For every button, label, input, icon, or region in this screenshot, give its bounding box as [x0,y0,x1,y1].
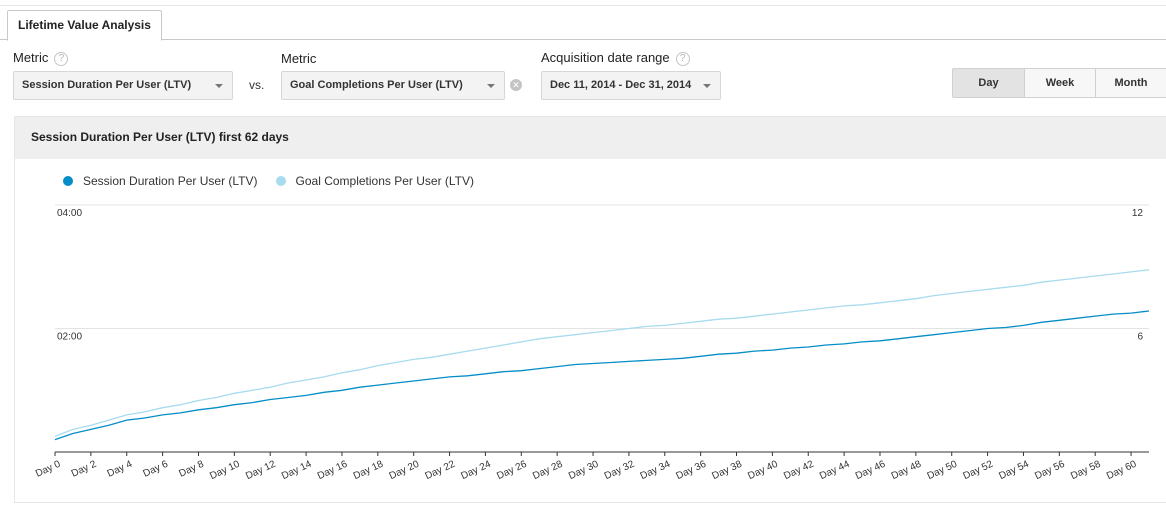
y-left-tick-label: 02:00 [57,332,82,343]
top-divider [0,5,1166,6]
date-range-value: Dec 11, 2014 - Dec 31, 2014 [550,79,692,91]
x-tick-label: Day 56 [1033,459,1067,483]
help-icon[interactable]: ? [54,52,69,66]
x-tick-label: Day 32 [603,459,637,483]
series-line-goal-completions [54,269,1150,438]
x-tick-label: Day 0 [34,459,63,480]
chevron-down-icon [215,84,223,88]
x-tick-label: Day 40 [746,459,780,483]
x-tick-label: Day 22 [423,459,457,483]
granularity-day-button[interactable]: Day [953,69,1024,97]
x-tick-label: Day 52 [961,459,995,483]
grid-lines [55,204,1149,453]
chevron-down-icon [703,84,711,88]
clear-icon[interactable]: ✕ [510,79,522,91]
x-tick-label: Day 20 [388,459,422,483]
y-right-tick-label: 6 [1137,332,1143,343]
x-tick-label: Day 54 [997,459,1031,483]
x-tick-label: Day 8 [177,459,206,480]
x-tick-label: Day 24 [459,459,493,483]
x-tick-label: Day 12 [244,459,278,483]
x-tick-label: Day 44 [818,459,852,483]
x-tick-label: Day 60 [1105,459,1139,483]
x-tick-label: Day 34 [639,459,673,483]
chevron-down-icon [487,84,495,88]
x-tick-label: Day 50 [926,459,960,483]
chart-panel: Session Duration Per User (LTV) first 62… [14,116,1166,503]
metric2-label: Metric [281,51,317,66]
x-tick-label: Day 4 [106,459,135,480]
chart-legend: Session Duration Per User (LTV) Goal Com… [63,174,492,188]
x-tick-label: Day 16 [316,459,350,483]
date-range-dropdown[interactable]: Dec 11, 2014 - Dec 31, 2014 [541,71,721,100]
help-icon[interactable]: ? [675,52,690,66]
metric1-value: Session Duration Per User (LTV) [22,79,192,91]
legend-item-session-duration[interactable]: Session Duration Per User (LTV) [63,174,258,188]
date-range-label: Acquisition date range [541,50,670,65]
date-range-label-row: Acquisition date range? [541,50,690,66]
series-lines [54,269,1150,441]
metric1-label-row: Metric? [13,50,69,66]
y-right-tick-label: 12 [1132,208,1144,219]
metric1-label: Metric [13,50,49,65]
legend-dot-icon [275,176,286,186]
x-axis-ticks: Day 0 Day 2 Day 4 Day 6 Day 8 Day 10 Day 12 Day… [34,452,1139,482]
chart-header: Session Duration Per User (LTV) first 62… [15,117,1166,159]
x-tick-label: Day 28 [531,459,565,483]
x-tick-label: Day 2 [70,459,99,480]
x-tick-label: Day 30 [567,459,601,483]
metric2-dropdown[interactable]: Goal Completions Per User (LTV) [281,71,505,100]
x-tick-label: Day 14 [280,459,314,483]
y-axis-ticks: 02:00 04:00 6 12 [57,208,1143,343]
vs-label: vs. [249,78,265,92]
x-tick-label: Day 42 [782,459,816,483]
x-tick-label: Day 26 [495,459,529,483]
x-tick-label: Day 36 [675,459,709,483]
legend-item-goal-completions[interactable]: Goal Completions Per User (LTV) [275,174,475,188]
x-tick-label: Day 18 [352,459,386,483]
granularity-week-button[interactable]: Week [1024,69,1095,97]
legend-label-session-duration: Session Duration Per User (LTV) [83,174,258,188]
chart-title: Session Duration Per User (LTV) first 62… [31,130,289,144]
x-tick-label: Day 38 [710,459,744,483]
x-tick-label: Day 6 [142,459,171,480]
x-tick-label: Day 58 [1069,459,1103,483]
legend-dot-icon [63,176,73,186]
granularity-toggle: Day Week Month [952,68,1166,98]
x-tick-label: Day 46 [854,459,888,483]
series-line-session-duration [54,310,1150,441]
tab-bar: Lifetime Value Analysis [0,10,1166,41]
tab-lifetime-value-analysis[interactable]: Lifetime Value Analysis [7,10,162,41]
metric1-dropdown[interactable]: Session Duration Per User (LTV) [13,71,233,100]
x-tick-label: Day 10 [208,459,242,483]
x-tick-label: Day 48 [890,459,924,483]
y-left-tick-label: 04:00 [57,208,82,219]
metric2-value: Goal Completions Per User (LTV) [290,79,463,91]
granularity-month-button[interactable]: Month [1095,69,1166,97]
legend-label-goal-completions: Goal Completions Per User (LTV) [295,174,475,188]
